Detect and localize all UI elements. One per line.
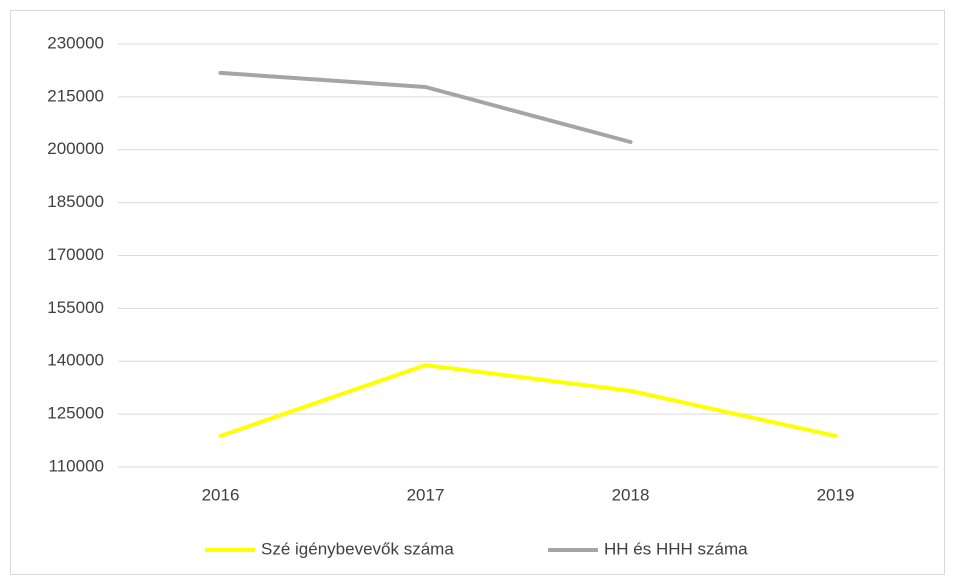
x-tick-label: 2018 xyxy=(612,485,650,504)
x-tick-label: 2019 xyxy=(817,485,855,504)
y-tick-label: 155000 xyxy=(47,298,104,317)
x-tick-label: 2016 xyxy=(202,485,240,504)
y-tick-label: 200000 xyxy=(47,139,104,158)
y-tick-label: 125000 xyxy=(47,404,104,423)
series-line xyxy=(218,70,633,144)
x-tick-label: 2017 xyxy=(407,485,445,504)
legend-label: Szé igénybevevők száma xyxy=(261,539,454,558)
legend-label: HH és HHH száma xyxy=(604,539,748,558)
y-tick-label: 215000 xyxy=(47,86,104,105)
y-tick-label: 230000 xyxy=(47,33,104,52)
y-tick-label: 170000 xyxy=(47,245,104,264)
y-tick-label: 110000 xyxy=(49,456,104,475)
y-tick-label: 185000 xyxy=(47,192,104,211)
y-tick-label: 140000 xyxy=(47,351,104,370)
chart-frame xyxy=(10,10,945,575)
series-line xyxy=(218,363,838,438)
